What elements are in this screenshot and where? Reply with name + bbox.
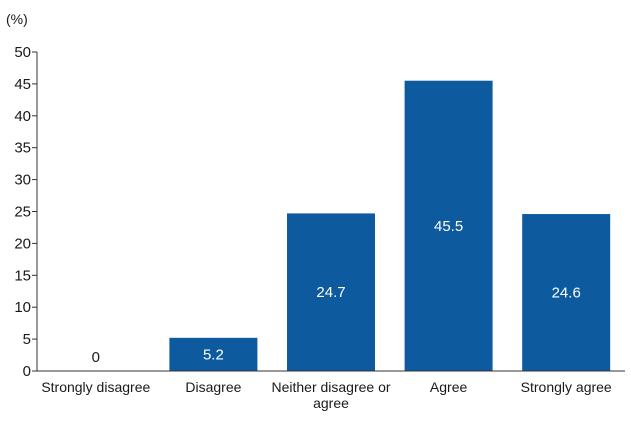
y-tick-label: 35	[14, 140, 31, 157]
bar-value-label: 24.7	[316, 284, 345, 301]
y-tick-label: 45	[14, 76, 31, 93]
y-tick-label: 25	[14, 204, 31, 221]
y-axis: 0 5 10 15 20 25 30 35 40 45 50	[14, 44, 38, 380]
y-tick-label: 30	[14, 172, 31, 189]
bar	[169, 337, 258, 371]
y-tick-label: 50	[14, 44, 31, 61]
bar	[287, 213, 375, 371]
bars: 0 5.2 24.7 45.5 24.6	[92, 80, 611, 372]
x-category-label: Neither disagree or	[271, 379, 390, 395]
bar-value-label: 5.2	[203, 346, 224, 363]
y-tick-label: 20	[14, 235, 31, 252]
bar-value-label: 0	[92, 349, 100, 366]
x-axis: Strongly disagree Disagree Neither disagre…	[37, 370, 625, 411]
bar	[404, 80, 493, 372]
x-category-label: agree	[313, 395, 349, 411]
x-category-label: Strongly disagree	[41, 379, 150, 395]
y-tick-label: 5	[23, 331, 31, 348]
y-tick-label: 10	[14, 299, 31, 316]
bar-value-label: 45.5	[434, 218, 463, 235]
y-unit-label: (%)	[6, 11, 28, 27]
bar	[522, 214, 611, 371]
x-category-label: Agree	[430, 379, 468, 395]
y-tick-label: 15	[14, 267, 31, 284]
x-category-label: Strongly agree	[521, 379, 612, 395]
y-tick-label: 40	[14, 108, 31, 125]
x-category-label: Disagree	[185, 379, 241, 395]
y-tick-label: 0	[23, 363, 31, 380]
bar-value-label: 24.6	[552, 285, 581, 302]
